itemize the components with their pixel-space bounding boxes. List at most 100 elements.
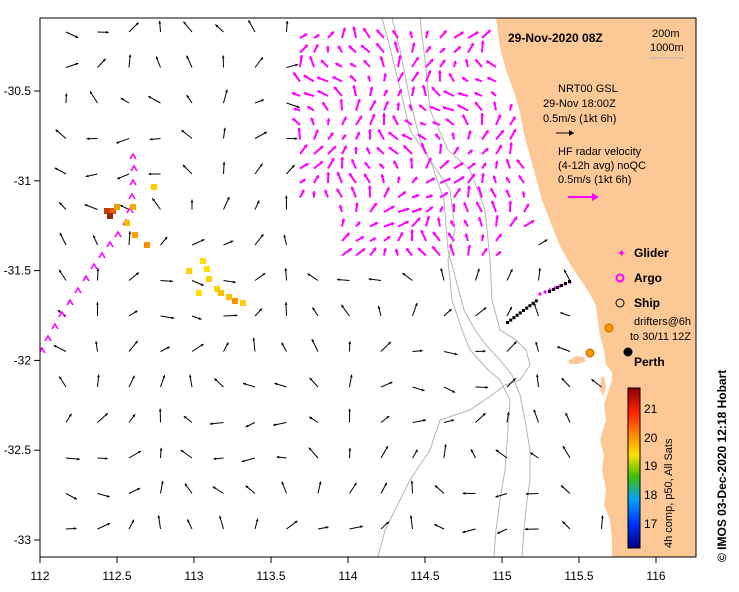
radar-arrow [411, 56, 420, 68]
glider-point [522, 309, 525, 312]
radar-arrow [391, 29, 399, 39]
model-arrow [591, 378, 602, 388]
model-arrow [283, 234, 287, 246]
radar-arrow [411, 176, 418, 184]
sst-patch [226, 294, 232, 300]
radar-arrow [453, 187, 461, 199]
radar-arrow [425, 177, 436, 184]
radar-arrow [480, 112, 485, 126]
model-arrow [120, 97, 130, 104]
radar-arrow [405, 247, 413, 257]
sst-patch [130, 204, 136, 210]
model-arrow [601, 515, 604, 530]
radar-arrow [495, 215, 500, 227]
model-arrow [348, 447, 352, 459]
y-tick-label: -32 [14, 353, 32, 367]
drifter-chevron [98, 251, 106, 259]
radar-arrow [481, 247, 488, 257]
radar-arrow [453, 161, 464, 170]
drifter-chevron [74, 286, 82, 294]
model-arrow [380, 415, 390, 423]
radar-arrow [362, 59, 371, 68]
sst-patch [107, 213, 113, 219]
radar-arrow [481, 147, 490, 155]
drifters-label-2: to 30/11 12Z [630, 331, 691, 343]
model-arrow [308, 416, 319, 423]
radar-arrow [369, 113, 376, 126]
radar-arrow [326, 172, 331, 184]
model-arrow [380, 341, 392, 352]
radar-sub: (4-12h avg) noQC [558, 160, 646, 172]
model-arrow [440, 268, 445, 281]
model-arrow [223, 196, 230, 210]
radar-arrow [509, 128, 517, 140]
radar-arrow [480, 173, 486, 184]
model-arrow [254, 56, 264, 68]
radar-arrow [432, 231, 441, 242]
model-arrow [348, 341, 352, 352]
model-arrow [475, 386, 489, 389]
radar-arrow [383, 186, 390, 198]
radar-arrow [339, 99, 344, 111]
sst-patch [218, 290, 224, 296]
radar-arrow [466, 185, 471, 198]
radar-arrow [411, 207, 423, 213]
drifter-chevron [106, 240, 114, 248]
model-arrow [506, 377, 517, 388]
model-arrow [184, 483, 193, 494]
radar-arrow [299, 33, 308, 39]
radar-arrow [352, 26, 357, 39]
radar-arrow [494, 160, 499, 169]
radar-arrow [401, 133, 413, 141]
model-arrow [65, 493, 78, 500]
model-arrow [312, 307, 319, 317]
radar-arrow [396, 176, 401, 184]
radar-arrow [417, 247, 427, 257]
model-arrow [97, 58, 106, 68]
radar-arrow [299, 44, 309, 54]
radar-arrow [341, 247, 353, 257]
radar-arrow [490, 90, 497, 97]
radar-arrow [453, 146, 460, 155]
glider-point [538, 292, 542, 296]
radar-arrow [383, 235, 391, 242]
radar-arrow [418, 104, 427, 112]
radar-arrow [505, 189, 511, 198]
drifter-chevron [129, 178, 137, 186]
model-arrow [188, 374, 193, 388]
model-arrow [254, 233, 264, 246]
radar-arrow [495, 233, 503, 242]
glider-track [506, 280, 572, 324]
sst-patch [144, 242, 150, 248]
model-arrow [214, 24, 224, 33]
radar-arrow [508, 103, 513, 111]
radar-arrow [402, 144, 413, 155]
model-arrow [348, 408, 351, 423]
radar-arrow [397, 231, 404, 242]
radar-arrow [327, 157, 335, 169]
radar-arrow [474, 91, 483, 97]
model-arrow [54, 167, 67, 175]
model-arrow [119, 204, 130, 210]
glider-point [564, 282, 567, 285]
glider-point [552, 288, 555, 291]
model-arrow [160, 346, 170, 352]
y-tick-label: -30.5 [4, 84, 32, 98]
sst-patch [124, 220, 130, 226]
radar-arrow [495, 114, 502, 126]
depth-contour-1000m [381, 18, 511, 557]
model-arrow [149, 137, 161, 141]
sst-patch [104, 208, 110, 214]
model-arrow [506, 306, 513, 317]
radar-arrow [467, 173, 476, 184]
model-arrow [213, 457, 224, 461]
model-arrow [284, 302, 288, 317]
x-tick-label: 115.5 [564, 569, 593, 583]
radar-arrow [348, 172, 357, 184]
radar-arrow [457, 91, 469, 97]
model-arrow [368, 277, 382, 281]
model-arrow [97, 412, 109, 423]
radar-arrow [474, 101, 483, 112]
model-arrow [506, 411, 510, 423]
radar-arrow [436, 217, 441, 227]
